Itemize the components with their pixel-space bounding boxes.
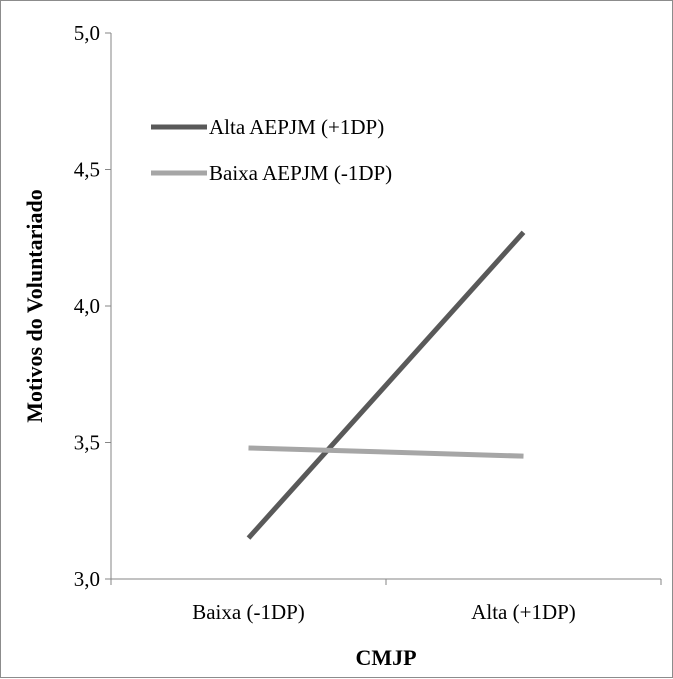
x-tick-label: Alta (+1DP) xyxy=(471,600,576,624)
series-line-2 xyxy=(248,445,524,459)
y-tick-label: 5,0 xyxy=(74,21,100,45)
x-ticks: Baixa (-1DP) Alta (+1DP) xyxy=(110,579,662,624)
y-ticks: 3,0 3,5 4,0 4,5 5,0 xyxy=(74,21,111,591)
series-lines xyxy=(246,230,526,540)
series-line-1 xyxy=(246,230,526,540)
x-tick-label: Baixa (-1DP) xyxy=(192,600,305,624)
y-axis-title: Motivos do Voluntariado xyxy=(22,189,47,423)
legend: Alta AEPJM (+1DP) Baixa AEPJM (-1DP) xyxy=(151,115,392,185)
y-tick-label: 3,5 xyxy=(74,431,100,455)
y-tick-label: 3,0 xyxy=(74,567,100,591)
y-tick-label: 4,0 xyxy=(74,294,100,318)
x-axis-title: CMJP xyxy=(355,645,416,670)
legend-label: Alta AEPJM (+1DP) xyxy=(209,115,384,139)
legend-label: Baixa AEPJM (-1DP) xyxy=(209,161,392,185)
y-tick-label: 4,5 xyxy=(74,158,100,182)
